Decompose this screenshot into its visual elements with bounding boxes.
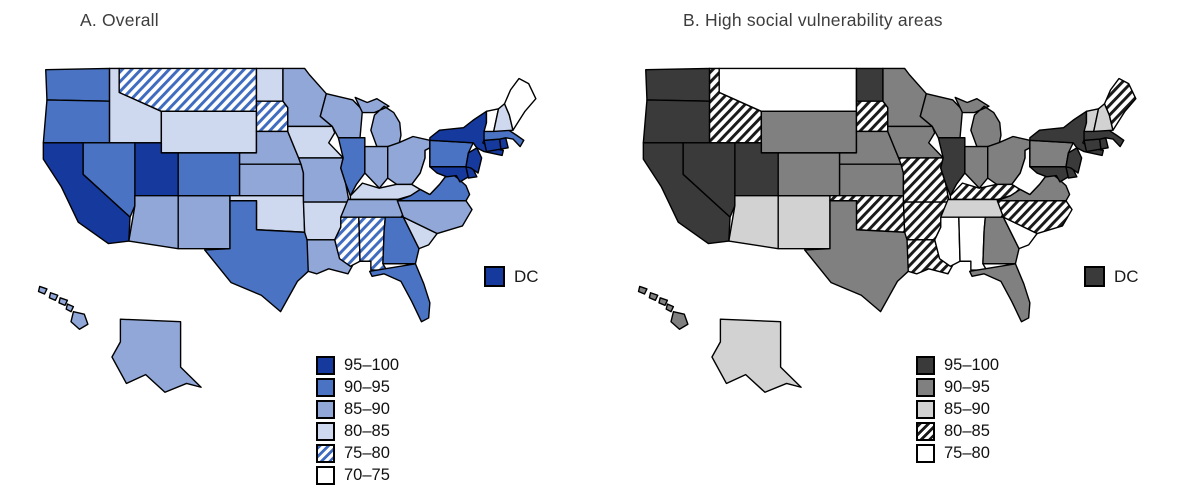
state-HI <box>639 286 688 329</box>
state-TX <box>205 201 309 312</box>
state-NJ <box>466 148 482 173</box>
state-AK <box>112 319 201 392</box>
state-NM <box>778 196 830 249</box>
state-MA <box>1084 129 1124 147</box>
legend-label: 90–95 <box>944 378 990 396</box>
legend-row: 80–85 <box>916 422 999 441</box>
state-KS <box>840 164 904 196</box>
state-FL <box>370 264 430 322</box>
state-SD <box>856 101 887 131</box>
state-OR <box>43 100 109 143</box>
legend-label: 80–85 <box>944 422 990 440</box>
state-ND <box>256 68 282 101</box>
legend-row: 95–100 <box>916 356 999 375</box>
legend-label: 80–85 <box>344 422 390 440</box>
legend-swatch <box>316 422 335 441</box>
state-CA <box>43 143 130 244</box>
panel-b-legend: 95–100 90–95 85–90 80–85 75–80 <box>916 356 999 466</box>
state-CT <box>1084 139 1101 152</box>
legend-row: 75–80 <box>916 444 999 463</box>
state-ND <box>856 68 882 101</box>
state-IN <box>965 147 988 189</box>
panel-overall: A. Overall DC 95–100 90–95 85–90 80–85 75–80… <box>0 0 585 497</box>
state-CA <box>643 143 730 244</box>
legend-label: 75–80 <box>944 444 990 462</box>
legend-swatch <box>916 422 935 441</box>
panel-a-title: A. Overall <box>80 10 159 30</box>
state-WA <box>46 68 110 101</box>
legend-swatch <box>916 378 935 397</box>
panel-b-title: B. High social vulnerability areas <box>683 10 943 30</box>
state-SD <box>256 101 287 131</box>
legend-row: 90–95 <box>916 378 999 397</box>
state-HI <box>39 286 88 329</box>
dc-label: DC <box>514 266 539 286</box>
legend-label: 85–90 <box>944 400 990 418</box>
state-OR <box>643 100 709 143</box>
state-CO <box>778 153 839 196</box>
legend-swatch <box>316 378 335 397</box>
legend-swatch <box>916 400 935 419</box>
us-choropleth-svg <box>606 42 1184 420</box>
state-ME <box>505 79 536 131</box>
legend-label: 70–75 <box>344 466 390 484</box>
state-WY <box>161 111 256 153</box>
panel-high-svi: B. High social vulnerability areas DC 95… <box>600 0 1185 497</box>
state-AZ <box>729 196 778 249</box>
dc-label: DC <box>1114 266 1139 286</box>
legend-swatch <box>916 356 935 375</box>
dc-swatch <box>484 266 505 287</box>
us-choropleth-svg <box>6 42 584 420</box>
state-AK <box>712 319 801 392</box>
panel-a-dc-entry: DC <box>484 266 539 287</box>
legend-row: 75–80 <box>316 444 399 463</box>
state-CO <box>178 153 239 196</box>
state-MA <box>484 129 524 147</box>
legend-label: 85–90 <box>344 400 390 418</box>
legend-row: 90–95 <box>316 378 399 397</box>
legend-row: 85–90 <box>916 400 999 419</box>
dc-swatch <box>1084 266 1105 287</box>
legend-row: 95–100 <box>316 356 399 375</box>
legend-swatch <box>316 444 335 463</box>
legend-swatch <box>316 400 335 419</box>
state-FL <box>970 264 1030 322</box>
legend-row: 80–85 <box>316 422 399 441</box>
legend-row: 85–90 <box>316 400 399 419</box>
state-NJ <box>1066 148 1082 173</box>
state-IN <box>365 147 388 189</box>
legend-swatch <box>316 356 335 375</box>
legend-label: 95–100 <box>944 356 1000 374</box>
panel-a-us-map <box>6 42 584 420</box>
legend-label: 90–95 <box>344 378 390 396</box>
legend-label: 95–100 <box>344 356 400 374</box>
state-ME <box>1105 79 1136 131</box>
state-TX <box>805 201 909 312</box>
panel-b-us-map <box>606 42 1184 420</box>
state-WA <box>646 68 710 101</box>
legend-row: 70–75 <box>316 466 399 485</box>
state-NM <box>178 196 230 249</box>
legend-swatch <box>316 466 335 485</box>
state-AZ <box>129 196 178 249</box>
state-WY <box>761 111 856 153</box>
legend-label: 75–80 <box>344 444 390 462</box>
panel-a-legend: 95–100 90–95 85–90 80–85 75–80 70–75 <box>316 356 399 488</box>
legend-swatch <box>916 444 935 463</box>
state-CT <box>484 139 501 152</box>
panel-b-dc-entry: DC <box>1084 266 1139 287</box>
state-KS <box>240 164 304 196</box>
